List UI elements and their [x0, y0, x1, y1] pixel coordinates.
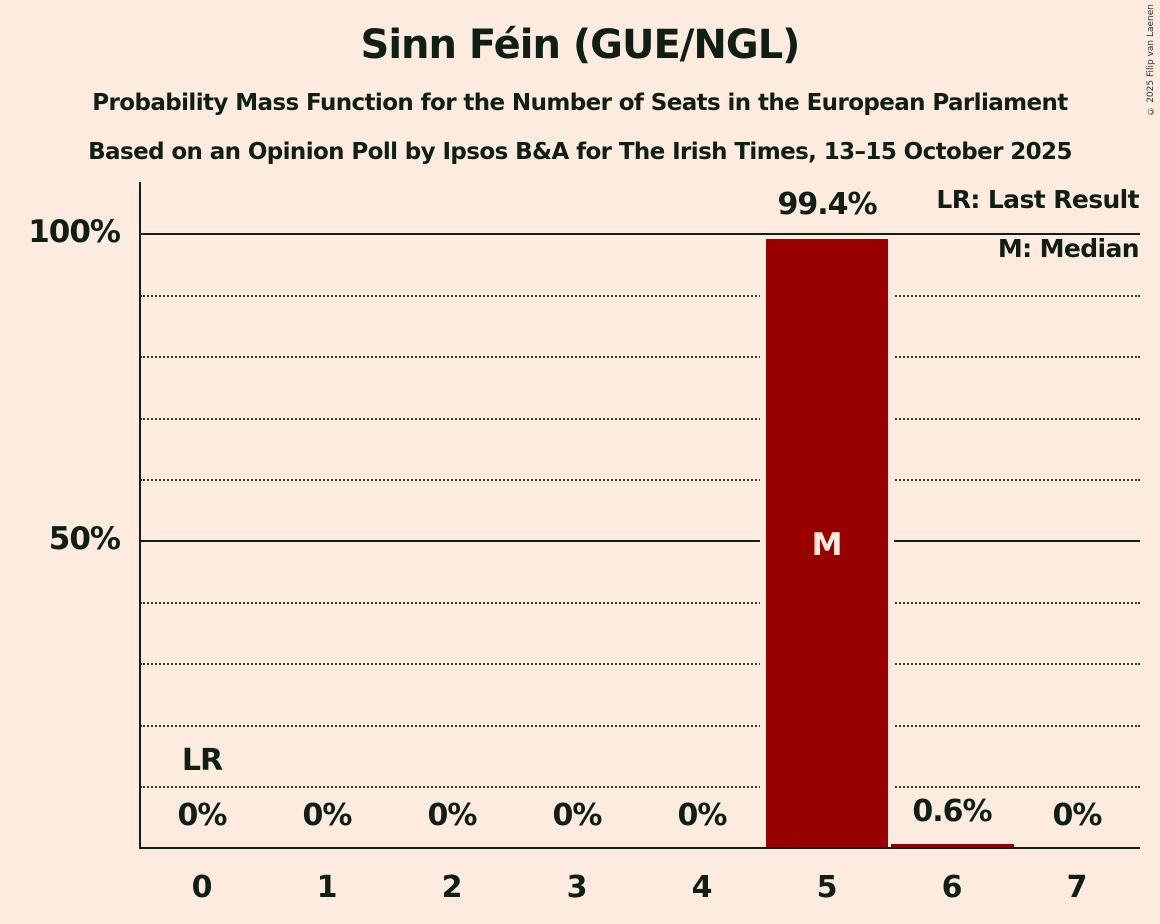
chart-subtitle: Probability Mass Function for the Number… [92, 90, 1068, 116]
x-tick-3: 3 [566, 870, 588, 905]
value-label-4: 0% [677, 798, 728, 833]
gridline-70 [140, 418, 1140, 420]
x-tick-6: 6 [941, 870, 963, 905]
y-axis [139, 182, 141, 849]
value-label-3: 0% [552, 798, 603, 833]
value-label-2: 0% [427, 798, 478, 833]
value-label-7: 0% [1052, 798, 1103, 833]
value-label-6: 0.6% [912, 794, 992, 829]
x-tick-1: 1 [316, 870, 338, 905]
x-tick-5: 5 [816, 870, 838, 905]
gridline-10 [140, 786, 1140, 788]
last-result-marker: LR [181, 743, 223, 778]
value-label-0: 0% [177, 798, 228, 833]
value-label-1: 0% [302, 798, 353, 833]
legend-last-result: LR: Last Result [936, 185, 1139, 214]
legend-median: M: Median [997, 234, 1140, 263]
gridline-90 [140, 295, 1140, 297]
x-tick-0: 0 [191, 870, 213, 905]
gridline-100 [140, 233, 1140, 235]
gridline-80 [140, 356, 1140, 358]
x-tick-4: 4 [691, 870, 713, 905]
gridline-20 [140, 725, 1140, 727]
median-marker: M [811, 527, 843, 563]
gridline-60 [140, 479, 1140, 481]
y-tick-50: 50% [48, 521, 121, 557]
bar-6 [891, 844, 1014, 848]
gridline-40 [140, 602, 1140, 604]
x-axis [139, 847, 1140, 849]
gridline-50 [140, 540, 1140, 542]
bar-5 [766, 239, 888, 847]
chart-title: Sinn Féin (GUE/NGL) [360, 22, 801, 68]
chart-source: Based on an Opinion Poll by Ipsos B&A fo… [88, 139, 1072, 165]
y-tick-100: 100% [28, 214, 121, 250]
x-tick-2: 2 [441, 870, 463, 905]
gridline-30 [140, 663, 1140, 665]
value-label-5: 99.4% [777, 187, 877, 222]
x-tick-7: 7 [1066, 870, 1088, 905]
